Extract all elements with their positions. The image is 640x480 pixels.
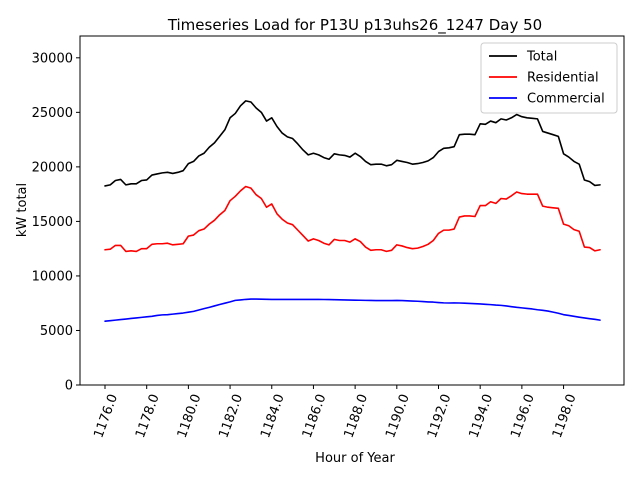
y-tick-label: 30000: [32, 51, 73, 66]
y-axis-label: kW total: [15, 183, 30, 237]
legend-box: [480, 42, 618, 114]
y-tick-label: 0: [65, 379, 73, 394]
legend-label-total: Total: [526, 50, 557, 65]
series-line-commercial: [104, 298, 601, 323]
legend: Total Residential Commercial: [480, 42, 618, 114]
y-tick-label: 25000: [32, 106, 73, 121]
series-line-residential: [104, 185, 601, 253]
y-tick-label: 10000: [32, 269, 73, 284]
chart-title: Timeseries Load for P13U p13uhs26_1247 D…: [167, 16, 542, 35]
y-tick-label: 20000: [32, 160, 73, 175]
y-tick-label: 15000: [32, 215, 73, 230]
series-layer: [104, 100, 601, 323]
legend-label-residential: Residential: [527, 71, 599, 86]
y-axis: 0 5000 10000 15000 20000 25000 30000: [32, 51, 80, 394]
y-tick-label: 5000: [40, 324, 73, 339]
legend-label-commercial: Commercial: [527, 92, 605, 107]
series-line-total: [104, 100, 601, 187]
x-axis-label: Hour of Year: [315, 451, 395, 466]
plot-frame: [79, 35, 625, 386]
